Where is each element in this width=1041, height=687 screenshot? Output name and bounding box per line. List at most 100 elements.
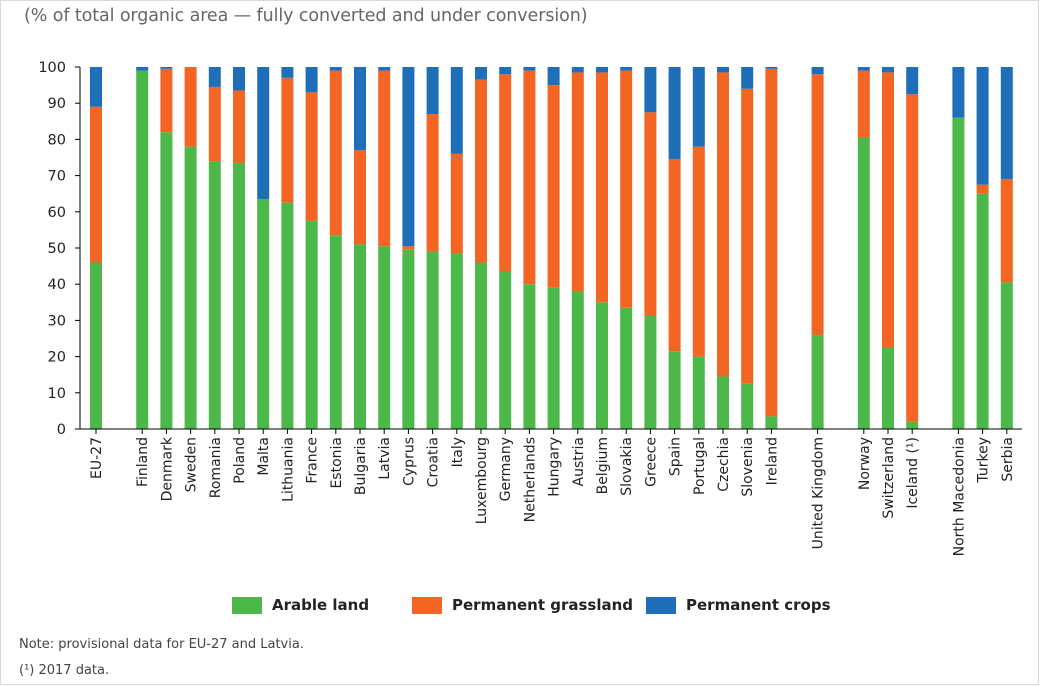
bar-switzerland-arable <box>882 347 894 429</box>
bar-lithuania-grassland <box>281 77 294 203</box>
bar-slovakia-arable <box>620 307 633 429</box>
bar-france-crops <box>305 67 318 93</box>
x-tick-label-sweden: Sweden <box>184 437 200 492</box>
x-tick-label-malta: Malta <box>256 437 272 476</box>
bar-estonia-arable <box>329 235 342 429</box>
bar-spain-arable <box>668 351 681 429</box>
bar-bulgaria-grassland <box>354 150 366 245</box>
note-2017: (¹) 2017 data. <box>19 663 110 678</box>
bar-switzerland-crops <box>882 67 894 73</box>
bar-eu-27-arable <box>90 262 102 429</box>
bar-greece-crops <box>644 67 657 113</box>
bar-turkey-grassland <box>976 184 989 194</box>
x-tick-label-croatia: Croatia <box>426 437 442 487</box>
legend-label-grassland: Permanent grassland <box>452 596 634 614</box>
stacked-bar-chart: 0 10 20 30 40 50 60 70 80 90 100 EU-27 Finland Denma… <box>38 60 1022 556</box>
bar-iceland-arable <box>906 421 919 429</box>
bar-switzerland-grassland <box>882 72 894 348</box>
legend-item-grassland: Permanent grassland <box>412 596 633 614</box>
bar-denmark-crops <box>160 67 173 69</box>
x-tick-label-lithuania: Lithuania <box>280 437 296 502</box>
bar-cyprus-arable <box>402 249 415 429</box>
bar-netherlands-arable <box>523 284 536 429</box>
x-tick-label-czechia: Czechia <box>716 437 732 492</box>
legend-item-arable: Arable land <box>232 596 369 614</box>
bar-cyprus-crops <box>402 67 415 247</box>
bar-eu-27-grassland <box>90 106 102 263</box>
bar-lithuania-arable <box>281 202 294 429</box>
bar-czechia-crops <box>717 67 729 73</box>
bar-cyprus-grassland <box>402 246 415 250</box>
bar-norway-arable <box>857 137 870 429</box>
bar-malta-arable <box>257 199 270 429</box>
bar-latvia-arable <box>378 246 391 429</box>
x-tick-label-spain: Spain <box>668 437 684 476</box>
bar-slovakia-grassland <box>620 70 633 308</box>
bar-austria-crops <box>571 67 584 73</box>
x-tick-label-luxembourg: Luxembourg <box>474 437 490 524</box>
legend-swatch-arable <box>232 596 262 614</box>
bar-estonia-grassland <box>329 70 342 236</box>
bar-belgium-grassland <box>596 72 608 303</box>
x-tick-label-greece: Greece <box>643 437 659 487</box>
legend: Arable land Permanent grassland Permanen… <box>0 596 1041 620</box>
bar-finland-arable <box>136 70 149 430</box>
x-tick-label-slovenia: Slovenia <box>740 437 756 497</box>
bar-united-kingdom-arable <box>811 334 824 429</box>
bar-serbia-grassland <box>1000 179 1013 283</box>
bar-norway-grassland <box>857 70 870 138</box>
bar-croatia-arable <box>426 251 439 429</box>
bar-sweden-grassland <box>184 67 197 147</box>
bar-czechia-grassland <box>717 72 729 377</box>
y-tick-label-80: 80 <box>48 132 66 148</box>
bar-france-arable <box>305 220 318 429</box>
bar-united-kingdom-crops <box>811 67 824 75</box>
y-tick-label-0: 0 <box>57 422 66 438</box>
bar-turkey-crops <box>976 67 989 185</box>
legend-swatch-grassland <box>412 596 442 614</box>
x-tick-label-bulgaria: Bulgaria <box>353 437 369 495</box>
bar-italy-grassland <box>450 153 463 254</box>
bar-luxembourg-crops <box>475 67 487 80</box>
bar-estonia-crops <box>329 67 342 71</box>
bar-spain-crops <box>668 67 681 160</box>
bar-slovenia-grassland <box>741 88 754 384</box>
bar-serbia-crops <box>1000 67 1013 180</box>
bar-bulgaria-crops <box>354 67 366 151</box>
bar-greece-arable <box>644 314 657 429</box>
bar-germany-arable <box>499 271 512 429</box>
x-tick-label-portugal: Portugal <box>692 437 708 495</box>
legend-item-crops: Permanent crops <box>646 596 831 614</box>
bar-north-macedonia-crops <box>952 67 965 118</box>
bar-croatia-grassland <box>426 114 439 252</box>
x-tick-label-serbia: Serbia <box>1000 437 1016 482</box>
legend-label-crops: Permanent crops <box>686 596 831 614</box>
x-tick-label-iceland: Iceland (¹) <box>905 437 921 509</box>
bar-iceland-grassland <box>906 94 919 422</box>
bar-ireland-crops <box>765 67 778 69</box>
note-provisional: Note: provisional data for EU-27 and Lat… <box>19 637 304 652</box>
bar-netherlands-crops <box>523 67 536 71</box>
x-tick-label-romania: Romania <box>208 437 224 498</box>
bar-denmark-grassland <box>160 68 173 133</box>
bar-spain-grassland <box>668 159 681 352</box>
x-tick-label-denmark: Denmark <box>159 436 175 501</box>
y-tick-label-70: 70 <box>48 169 66 185</box>
bar-netherlands-grassland <box>523 70 536 285</box>
bar-hungary-arable <box>547 287 560 429</box>
bar-luxembourg-grassland <box>475 79 487 263</box>
chart-title: (% of total organic area — fully convert… <box>24 6 588 26</box>
bar-germany-grassland <box>499 74 512 272</box>
y-tick-label-60: 60 <box>48 205 66 221</box>
bar-poland-grassland <box>233 90 245 163</box>
bar-eu-27-crops <box>90 67 102 107</box>
x-tick-label-north-macedonia: North Macedonia <box>951 437 967 556</box>
bar-romania-grassland <box>208 86 221 162</box>
bar-malta-crops <box>257 67 270 200</box>
bar-slovakia-crops <box>620 67 633 71</box>
bar-serbia-arable <box>1000 282 1013 429</box>
bars <box>90 67 1013 430</box>
x-tick-label-france: France <box>305 437 321 484</box>
bar-austria-grassland <box>571 72 584 292</box>
